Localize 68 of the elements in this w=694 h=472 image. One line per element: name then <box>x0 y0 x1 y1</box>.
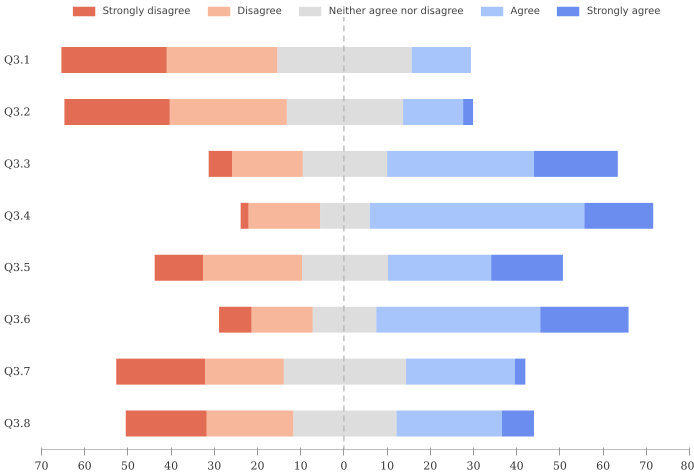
bar <box>64 98 170 125</box>
y-tick-label: Q3.5 <box>4 261 31 274</box>
x-tick-label: 60 <box>596 460 610 472</box>
x-tick-label: 80 <box>680 460 694 472</box>
x-tick-label: 40 <box>510 460 524 472</box>
x-tick-label: 50 <box>552 460 567 472</box>
x-tick-label: 40 <box>164 460 178 472</box>
legend-label: Disagree <box>237 6 282 16</box>
x-tick-label: 10 <box>294 460 308 472</box>
bar <box>248 202 320 229</box>
bar <box>293 410 397 437</box>
x-tick-label: 0 <box>340 460 348 472</box>
bar <box>403 98 464 125</box>
bar <box>284 358 406 385</box>
bar <box>286 98 404 125</box>
bar <box>396 410 502 437</box>
bar <box>219 306 252 333</box>
bar <box>277 47 412 74</box>
x-tick-label: 30 <box>207 460 222 472</box>
y-tick-label: Q3.6 <box>4 313 31 326</box>
legend-label: Neither agree nor disagree <box>328 6 464 16</box>
bar <box>463 98 474 125</box>
bar <box>203 254 302 281</box>
bar <box>584 202 654 229</box>
x-tick-label: 20 <box>250 460 264 472</box>
bar <box>205 358 284 385</box>
bar <box>406 358 515 385</box>
legend-label: Strongly agree <box>586 6 660 16</box>
bar <box>126 410 207 437</box>
bar <box>491 254 563 281</box>
y-tick-label: Q3.4 <box>4 209 31 222</box>
bar <box>116 358 206 385</box>
y-tick-label: Q3.7 <box>4 365 31 378</box>
bar <box>170 98 287 125</box>
bar <box>251 306 313 333</box>
bar <box>540 306 629 333</box>
bar <box>302 150 388 177</box>
bar <box>154 254 204 281</box>
bar <box>376 306 540 333</box>
bar <box>388 254 492 281</box>
bar <box>514 358 526 385</box>
x-tick-label: 20 <box>423 460 438 472</box>
bar <box>534 150 618 177</box>
bar <box>502 410 534 437</box>
bar <box>61 47 167 74</box>
x-tick-label: 60 <box>78 460 92 472</box>
x-tick-label: 70 <box>34 460 48 472</box>
legend-label: Agree <box>510 6 540 16</box>
legend-label: Strongly disagree <box>102 6 190 16</box>
x-tick-label: 70 <box>639 460 654 472</box>
bar <box>320 202 370 229</box>
bar <box>232 150 303 177</box>
bar <box>370 202 585 229</box>
bar <box>166 47 278 74</box>
y-tick-label: Q3.1 <box>4 54 31 67</box>
bar <box>387 150 534 177</box>
x-tick-label: 30 <box>466 460 480 472</box>
bar <box>312 306 376 333</box>
bar <box>208 150 232 177</box>
bar <box>412 47 471 74</box>
y-tick-label: Q3.8 <box>4 417 31 430</box>
y-tick-label: Q3.3 <box>4 157 31 170</box>
y-tick-label: Q3.2 <box>4 105 31 118</box>
bar <box>302 254 388 281</box>
x-tick-label: 50 <box>120 460 135 472</box>
bar <box>240 202 248 229</box>
x-tick-label: 10 <box>380 460 394 472</box>
bar <box>206 410 294 437</box>
